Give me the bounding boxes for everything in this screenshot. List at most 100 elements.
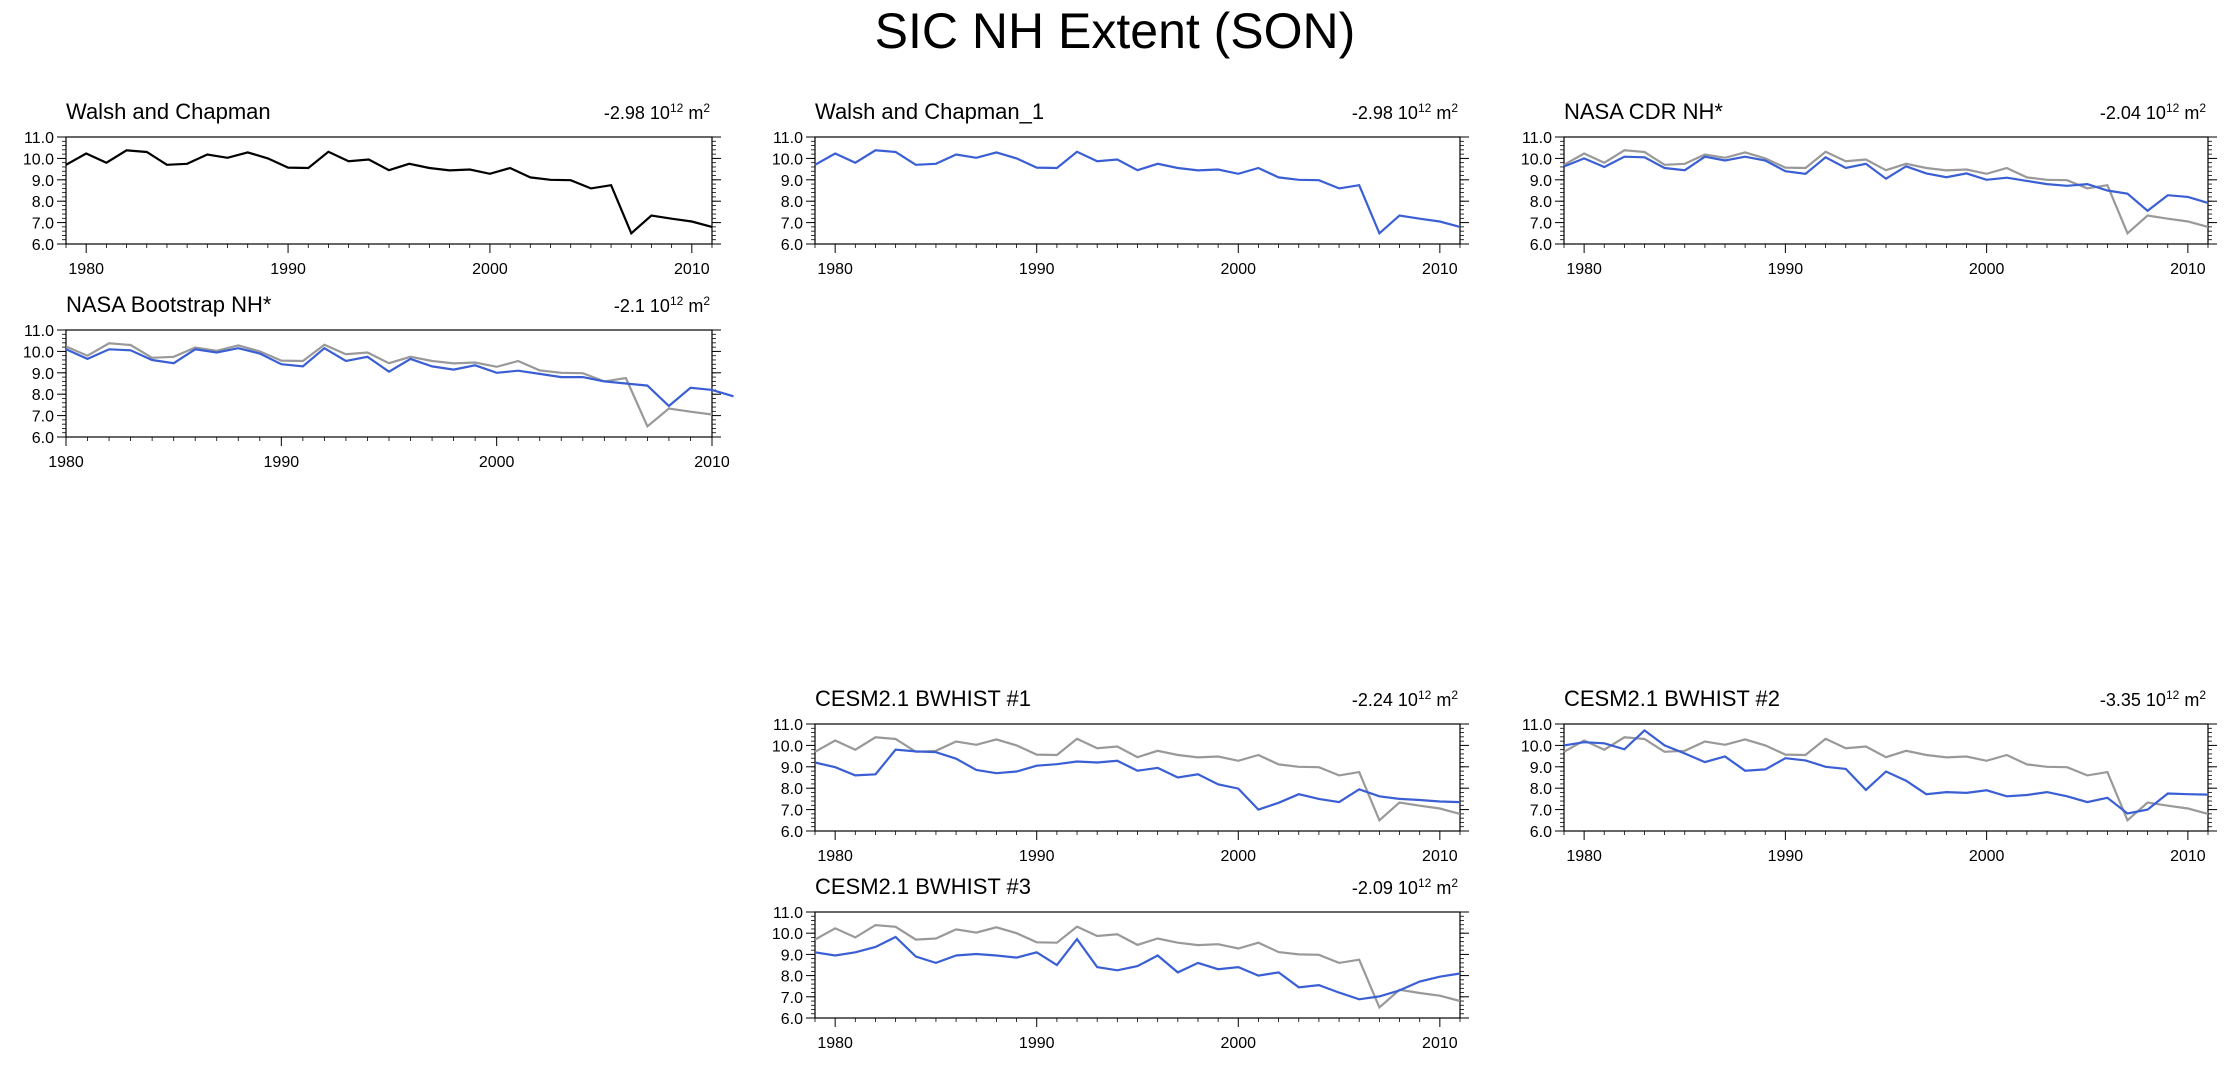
panel-title: CESM2.1 BWHIST #1	[815, 686, 1031, 711]
x-tick-label: 1980	[817, 848, 853, 865]
y-tick-label: 7.0	[1530, 216, 1552, 233]
y-tick-label: 10.0	[772, 926, 803, 943]
panel-title: Walsh and Chapman_1	[815, 99, 1044, 124]
y-tick-label: 6.0	[32, 237, 54, 254]
y-tick-label: 8.0	[32, 387, 54, 404]
y-tick-label: 8.0	[32, 194, 54, 211]
x-tick-label: 2000	[1969, 261, 2005, 278]
y-tick-label: 7.0	[32, 216, 54, 233]
y-tick-label: 9.0	[781, 173, 803, 190]
panel-6: CESM2.1 BWHIST #2 -3.35 1012 m2 6.0 7.0 8.0 9…	[1521, 686, 2217, 865]
y-tick-label: 11.0	[773, 905, 803, 922]
series-line	[65, 149, 713, 236]
x-tick-label: 2010	[1422, 261, 1458, 278]
panel-2: Walsh and Chapman_1 -2.98 1012 m2 6.0 7.0 8.…	[772, 99, 1469, 278]
panel-1: Walsh and Chapman -2.98 1012 m2 6.0 7.0 8.0 9…	[23, 99, 721, 278]
y-tick-label: 11.0	[1522, 717, 1552, 734]
panel-slope-label: -3.35 1012 m2	[2100, 688, 2206, 710]
y-tick-label: 8.0	[781, 969, 803, 986]
x-tick-label: 1980	[817, 261, 853, 278]
series-line	[1563, 728, 2209, 815]
y-tick-label: 11.0	[24, 323, 54, 340]
y-tick-label: 11.0	[1522, 130, 1552, 147]
reference-series-line	[814, 736, 1461, 823]
y-tick-label: 8.0	[1530, 781, 1552, 798]
x-tick-label: 1990	[1019, 1035, 1055, 1052]
x-tick-label: 1980	[817, 1035, 853, 1052]
y-tick-label: 6.0	[781, 824, 803, 841]
y-tick-label: 9.0	[1530, 760, 1552, 777]
y-tick-label: 10.0	[772, 738, 803, 755]
panel-title: Walsh and Chapman	[66, 99, 271, 124]
panel-7: CESM2.1 BWHIST #3 -2.09 1012 m2 6.0 7.0 8.0 9…	[772, 874, 1469, 1052]
panel-slope-label: -2.1 1012 m2	[614, 294, 710, 316]
x-tick-label: 2000	[1220, 1035, 1256, 1052]
y-tick-label: 8.0	[781, 194, 803, 211]
x-tick-label: 1980	[1566, 848, 1602, 865]
y-tick-label: 9.0	[781, 760, 803, 777]
panel-slope-label: -2.04 1012 m2	[2100, 101, 2206, 123]
panel-title: CESM2.1 BWHIST #3	[815, 874, 1031, 899]
y-tick-label: 7.0	[32, 409, 54, 426]
series-line	[65, 346, 734, 408]
y-tick-label: 11.0	[24, 130, 54, 147]
y-tick-label: 9.0	[32, 366, 54, 383]
x-tick-label: 1980	[68, 261, 104, 278]
y-tick-label: 7.0	[781, 803, 803, 820]
panel-title: NASA CDR NH*	[1564, 99, 1723, 124]
y-tick-label: 11.0	[773, 717, 803, 734]
y-tick-label: 7.0	[781, 216, 803, 233]
x-tick-label: 1990	[270, 261, 306, 278]
y-tick-label: 10.0	[772, 151, 803, 168]
series-line	[814, 149, 1461, 236]
y-tick-label: 9.0	[32, 173, 54, 190]
panel-slope-label: -2.09 1012 m2	[1352, 876, 1458, 898]
reference-series-line	[1563, 149, 2209, 236]
y-tick-label: 9.0	[1530, 173, 1552, 190]
panel-5: CESM2.1 BWHIST #1 -2.24 1012 m2 6.0 7.0 8.0 9…	[772, 686, 1469, 865]
y-tick-label: 7.0	[1530, 803, 1552, 820]
series-line	[814, 748, 1461, 811]
y-tick-label: 10.0	[1521, 151, 1552, 168]
x-tick-label: 1990	[1019, 261, 1055, 278]
x-tick-label: 2000	[1220, 261, 1256, 278]
y-tick-label: 6.0	[32, 430, 54, 447]
x-tick-label: 2000	[479, 454, 515, 471]
x-tick-label: 2000	[1969, 848, 2005, 865]
y-tick-label: 11.0	[773, 130, 803, 147]
x-tick-label: 1990	[264, 454, 300, 471]
x-tick-label: 2000	[472, 261, 508, 278]
x-tick-label: 2010	[2170, 848, 2206, 865]
y-tick-label: 8.0	[1530, 194, 1552, 211]
x-tick-label: 2010	[1422, 848, 1458, 865]
panel-slope-label: -2.24 1012 m2	[1352, 688, 1458, 710]
y-tick-label: 9.0	[781, 947, 803, 964]
x-tick-label: 2010	[694, 454, 730, 471]
x-tick-label: 1990	[1768, 261, 1804, 278]
y-tick-label: 10.0	[23, 344, 54, 361]
x-tick-label: 1990	[1019, 848, 1055, 865]
y-tick-label: 6.0	[1530, 237, 1552, 254]
panel-3: NASA CDR NH* -2.04 1012 m2 6.0 7.0 8.0 9.0 10.…	[1521, 99, 2217, 278]
panel-4: NASA Bootstrap NH* -2.1 1012 m2 6.0 7.0 8.0 9…	[23, 292, 734, 471]
panel-title: CESM2.1 BWHIST #2	[1564, 686, 1780, 711]
panel-slope-label: -2.98 1012 m2	[1352, 101, 1458, 123]
series-line	[1563, 155, 2209, 213]
y-tick-label: 6.0	[781, 1011, 803, 1028]
reference-series-line	[65, 342, 713, 429]
x-tick-label: 1980	[1566, 261, 1602, 278]
panel-title: NASA Bootstrap NH*	[66, 292, 272, 317]
series-line	[814, 935, 1461, 1001]
y-tick-label: 8.0	[781, 781, 803, 798]
x-tick-label: 2010	[2170, 261, 2206, 278]
x-tick-label: 2000	[1220, 848, 1256, 865]
y-tick-label: 10.0	[23, 151, 54, 168]
reference-series-line	[1563, 736, 2209, 823]
x-tick-label: 1990	[1768, 848, 1804, 865]
y-tick-label: 10.0	[1521, 738, 1552, 755]
y-tick-label: 6.0	[781, 237, 803, 254]
plot-frame	[1563, 723, 2209, 832]
y-tick-label: 6.0	[1530, 824, 1552, 841]
x-tick-label: 2010	[674, 261, 710, 278]
